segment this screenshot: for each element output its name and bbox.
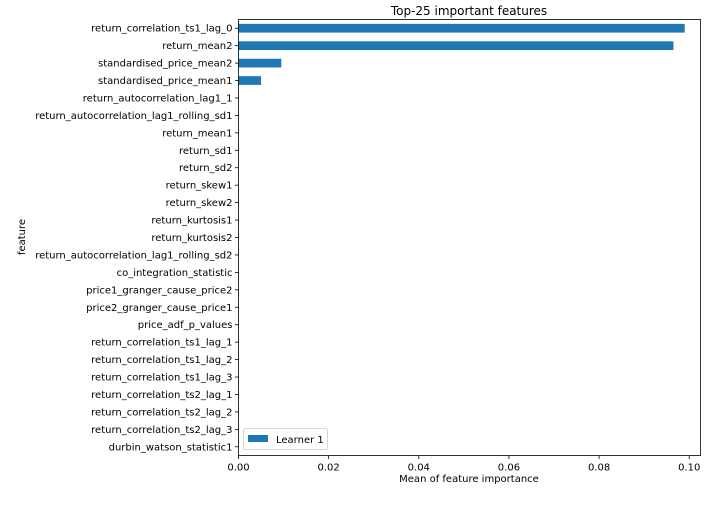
x-tick-label: 0.04 bbox=[408, 463, 430, 474]
category-label: return_skew1 bbox=[166, 181, 233, 192]
category-label: return_autocorrelation_lag1_1 bbox=[83, 93, 233, 104]
bar-return_correlation_ts1_lag_0 bbox=[238, 23, 685, 33]
category-label: return_correlation_ts1_lag_0 bbox=[91, 24, 232, 35]
plot-frame bbox=[238, 19, 701, 456]
bar-return_mean2 bbox=[238, 41, 674, 51]
category-labels: return_correlation_ts1_lag_0 return_mean2… bbox=[35, 24, 239, 453]
y-axis-label: feature bbox=[17, 219, 28, 255]
category-label: return_autocorrelation_lag1_rolling_sd2 bbox=[35, 250, 232, 261]
legend-box bbox=[243, 428, 328, 450]
category-label: return_correlation_ts2_lag_1 bbox=[91, 390, 232, 401]
bar-standardised_price_mean2 bbox=[238, 58, 282, 68]
chart-title: Top-25 important features bbox=[390, 4, 547, 18]
category-label: co_integration_statistic bbox=[117, 268, 233, 279]
x-axis-label: Mean of feature importance bbox=[399, 474, 539, 485]
bar-standardised_price_mean1 bbox=[238, 76, 262, 85]
x-tick-label: 0.10 bbox=[678, 463, 700, 474]
legend: Learner 1 bbox=[243, 428, 328, 450]
category-label: return_correlation_ts2_lag_3 bbox=[91, 425, 232, 436]
bars-layer bbox=[238, 23, 685, 85]
category-label: return_sd1 bbox=[179, 146, 233, 157]
category-label: return_correlation_ts1_lag_3 bbox=[91, 373, 232, 384]
x-tick-label: 0.06 bbox=[498, 463, 520, 474]
category-label: return_skew2 bbox=[166, 198, 233, 209]
category-label: durbin_watson_statistic1 bbox=[109, 442, 233, 453]
category-label: return_mean1 bbox=[162, 128, 232, 139]
legend-swatch bbox=[248, 435, 268, 442]
category-label: price2_granger_cause_price1 bbox=[86, 303, 232, 314]
category-label: standardised_price_mean1 bbox=[98, 76, 232, 87]
x-ticks: 0.00 0.02 0.04 0.06 0.08 0.10 bbox=[227, 455, 700, 474]
category-label: return_kurtosis1 bbox=[151, 216, 232, 227]
category-label: return_kurtosis2 bbox=[151, 233, 232, 244]
category-label: return_sd2 bbox=[179, 163, 233, 174]
category-label: return_autocorrelation_lag1_rolling_sd1 bbox=[35, 111, 232, 122]
x-tick-label: 0.08 bbox=[588, 463, 610, 474]
category-label: price_adf_p_values bbox=[138, 320, 233, 331]
category-label: price1_granger_cause_price2 bbox=[86, 285, 232, 296]
category-label: return_correlation_ts2_lag_2 bbox=[91, 407, 232, 418]
category-label: return_correlation_ts1_lag_2 bbox=[91, 355, 232, 366]
category-label: return_mean2 bbox=[162, 41, 232, 52]
category-label: standardised_price_mean2 bbox=[98, 59, 232, 70]
legend-label: Learner 1 bbox=[276, 435, 324, 446]
x-tick-label: 0.00 bbox=[227, 463, 249, 474]
category-label: return_correlation_ts1_lag_1 bbox=[91, 338, 232, 349]
x-tick-label: 0.02 bbox=[318, 463, 340, 474]
